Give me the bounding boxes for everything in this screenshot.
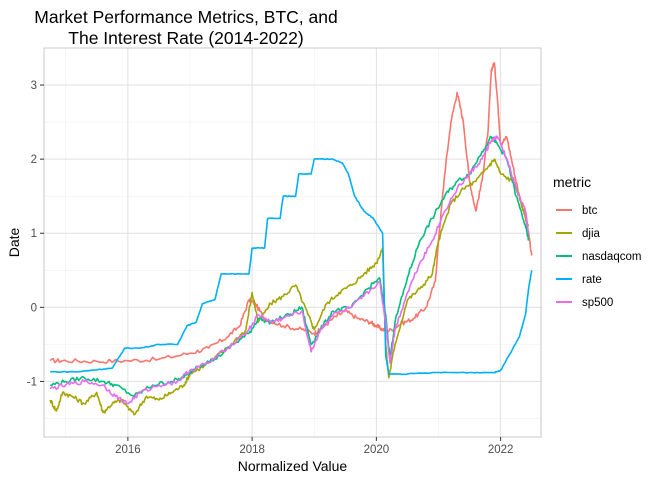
legend-items: btc djia nasdaqcom rate sp500 bbox=[556, 205, 641, 309]
series-lines bbox=[49, 61, 533, 416]
legend-label-rate: rate bbox=[582, 274, 602, 286]
series-line-btc bbox=[49, 61, 533, 365]
y-axis-ticks: -1 0 1 2 3 bbox=[27, 80, 44, 388]
x-tick-label: 2020 bbox=[364, 444, 390, 456]
y-tick-label: 3 bbox=[31, 80, 37, 92]
legend-title: metric bbox=[553, 174, 591, 190]
series-line-nasdaqcom bbox=[50, 135, 530, 398]
x-axis-title: Normalized Value bbox=[238, 458, 348, 474]
legend-label-btc: btc bbox=[582, 205, 598, 217]
x-tick-label: 2016 bbox=[115, 444, 141, 456]
series-line-rate bbox=[50, 157, 533, 376]
y-tick-label: 0 bbox=[31, 302, 37, 314]
plot-panel-border bbox=[43, 47, 542, 438]
y-axis-title: Date bbox=[6, 228, 22, 258]
legend: metric btc djia nasdaqcom rate sp500 bbox=[553, 174, 641, 309]
x-tick-label: 2022 bbox=[488, 444, 514, 456]
x-tick-label: 2018 bbox=[239, 444, 265, 456]
y-tick-label: 2 bbox=[31, 154, 37, 166]
chart-title-line-2: The Interest Rate (2014-2022) bbox=[68, 28, 303, 48]
y-tick-label: -1 bbox=[27, 376, 37, 388]
x-axis-ticks: 2016 2018 2020 2022 bbox=[115, 437, 513, 456]
series-line-sp500 bbox=[49, 135, 530, 405]
grid-lines bbox=[44, 47, 541, 437]
legend-label-nasdaqcom: nasdaqcom bbox=[582, 251, 641, 263]
legend-label-sp500: sp500 bbox=[582, 297, 613, 309]
chart-title-line-1: Market Performance Metrics, BTC, and bbox=[34, 7, 337, 27]
y-tick-label: 1 bbox=[31, 228, 37, 240]
legend-label-djia: djia bbox=[582, 228, 601, 240]
series-line-djia bbox=[49, 158, 530, 416]
